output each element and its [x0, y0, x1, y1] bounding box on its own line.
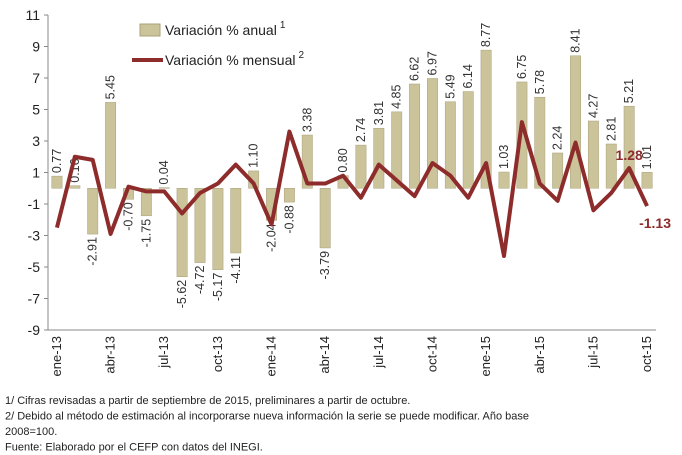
bar [140, 188, 152, 217]
bar-value-label: 1.03 [497, 145, 511, 169]
legend-label: Variación % mensual [165, 52, 295, 68]
bar [641, 172, 653, 189]
bar-value-label: 0.77 [50, 149, 64, 173]
bar-value-label: 2.74 [354, 118, 368, 142]
bar [480, 49, 492, 189]
x-tick-label: oct-13 [210, 336, 225, 372]
bar [230, 188, 242, 254]
bar [355, 144, 367, 189]
bar-value-label: 4.85 [390, 84, 404, 108]
bar [283, 188, 295, 203]
x-tick-label: jul-14 [371, 336, 386, 369]
bar-value-label: 1.10 [247, 144, 261, 168]
x-tick-label: abr-14 [317, 336, 332, 374]
line [55, 120, 649, 258]
bar-value-label: 1.01 [640, 145, 654, 169]
bar-value-label: 5.21 [622, 79, 636, 103]
legend-note: 2 [298, 50, 304, 61]
legend-note: 1 [280, 20, 286, 31]
bar-value-label: 0.04 [157, 160, 171, 184]
x-tick-label: abr-13 [103, 336, 118, 374]
x-tick-label: ene-15 [478, 336, 493, 376]
y-tick-label: 7 [32, 70, 40, 86]
bar [373, 127, 385, 189]
bar [552, 152, 564, 189]
bar [409, 83, 421, 189]
bar [319, 188, 331, 249]
bar-value-label: 3.81 [372, 101, 386, 125]
bar-value-label: -2.91 [86, 237, 100, 266]
bar-value-label: -0.88 [282, 205, 296, 234]
bar [212, 188, 224, 270]
legend-label: Variación % anual [165, 22, 277, 38]
y-tick-label: 3 [32, 133, 40, 149]
y-tick-label: -3 [28, 228, 41, 244]
bar-value-label: -5.62 [175, 280, 189, 309]
bar-value-label: -3.79 [318, 251, 332, 280]
bar [534, 96, 546, 189]
bar-value-label: 6.62 [408, 57, 422, 81]
x-tick-label: oct-14 [424, 336, 439, 372]
bar [498, 171, 510, 189]
bar-value-label: -0.70 [121, 202, 135, 231]
bar [427, 78, 438, 189]
bar [176, 188, 188, 278]
legend-swatch [139, 23, 161, 37]
y-tick-label: -9 [28, 322, 41, 338]
bar [623, 105, 635, 189]
y-tick-label: 11 [25, 7, 40, 23]
footnote: 1/ Cifras revisadas a partir de septiemb… [5, 395, 410, 407]
bar [570, 55, 581, 189]
bar [444, 101, 456, 189]
bar [69, 185, 81, 189]
x-tick-label: ene-14 [264, 336, 279, 376]
bar-value-label: 5.78 [533, 70, 547, 94]
x-tick-label: abr-15 [532, 336, 547, 374]
x-tick-label: ene-13 [49, 336, 64, 376]
bar [301, 134, 313, 189]
line-value-label: -1.13 [639, 215, 671, 231]
x-tick-label: oct-15 [639, 336, 654, 372]
bar-value-label: 2.81 [604, 117, 618, 141]
bar-value-label: 6.75 [515, 55, 529, 79]
y-tick-label: 5 [32, 102, 40, 118]
y-tick-label: -7 [28, 291, 41, 307]
footnote: 2/ Debido al método de estimación al inc… [5, 411, 529, 423]
bar-value-label: -1.75 [139, 219, 153, 248]
line-value-label: 1.28 [616, 147, 643, 163]
bar-value-label: -5.17 [211, 273, 225, 302]
y-tick-label: -1 [28, 196, 41, 212]
bar-value-label: 5.49 [443, 74, 457, 98]
bar [605, 143, 617, 189]
y-tick-label: -5 [28, 259, 41, 275]
bar [51, 175, 63, 189]
bar-value-label: -4.72 [193, 266, 207, 295]
bar [105, 102, 117, 189]
bar-value-label: -4.11 [229, 256, 243, 284]
bar-value-label: -2.04 [265, 223, 279, 252]
bar [391, 111, 403, 189]
bar [158, 187, 170, 189]
bar-value-label: 3.38 [300, 108, 314, 132]
bar-value-label: 6.97 [425, 51, 439, 75]
bar-value-label: 8.77 [479, 23, 493, 47]
bar-value-label: 6.14 [461, 64, 475, 88]
bar-value-label: 5.45 [104, 75, 118, 99]
bar-value-label: 2.24 [551, 126, 565, 150]
bar-value-label: 8.41 [569, 28, 583, 52]
y-tick-label: 9 [32, 39, 40, 55]
footnote: 2008=100. [5, 426, 57, 438]
x-tick-label: jul-15 [585, 336, 600, 369]
bar [87, 188, 99, 235]
y-tick-label: 1 [32, 165, 40, 181]
bar [462, 91, 474, 189]
bar-value-label: 4.27 [586, 94, 600, 118]
bar-value-label: 0.80 [336, 148, 350, 172]
bar [587, 120, 599, 189]
bar [194, 188, 206, 263]
footnote: Fuente: Elaborado por el CEFP con datos … [5, 442, 263, 454]
x-tick-label: jul-13 [156, 336, 171, 369]
